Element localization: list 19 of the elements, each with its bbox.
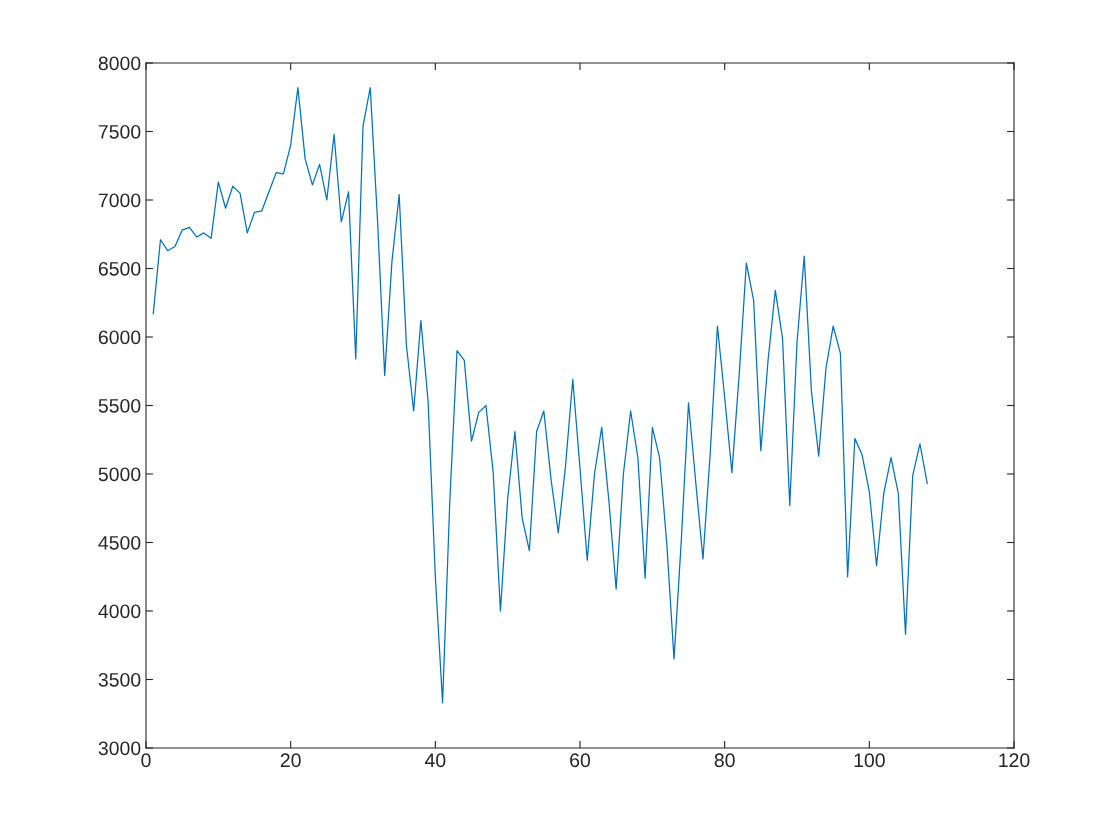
x-tick-label: 100 bbox=[854, 753, 885, 768]
y-tick-label: 8000 bbox=[98, 56, 141, 71]
y-tick-label: 5000 bbox=[98, 467, 141, 482]
x-tick-label: 120 bbox=[999, 753, 1030, 768]
x-tick-label: 60 bbox=[570, 753, 591, 768]
x-tick-label: 0 bbox=[141, 753, 151, 768]
y-tick-label: 6000 bbox=[98, 330, 141, 345]
y-tick-label: 6500 bbox=[98, 261, 141, 276]
x-tick-label: 80 bbox=[714, 753, 735, 768]
line-series bbox=[152, 87, 928, 704]
x-tick-label: 40 bbox=[424, 753, 446, 768]
y-tick-label: 4500 bbox=[98, 535, 141, 550]
y-tick-label: 3000 bbox=[98, 741, 141, 756]
x-tick-label: 20 bbox=[280, 753, 301, 768]
y-tick-label: 4000 bbox=[98, 604, 141, 619]
y-tick-label: 7500 bbox=[98, 124, 141, 139]
y-tick-label: 3500 bbox=[98, 672, 141, 687]
y-tick-label: 5500 bbox=[98, 398, 141, 413]
y-tick-label: 7000 bbox=[98, 193, 141, 208]
